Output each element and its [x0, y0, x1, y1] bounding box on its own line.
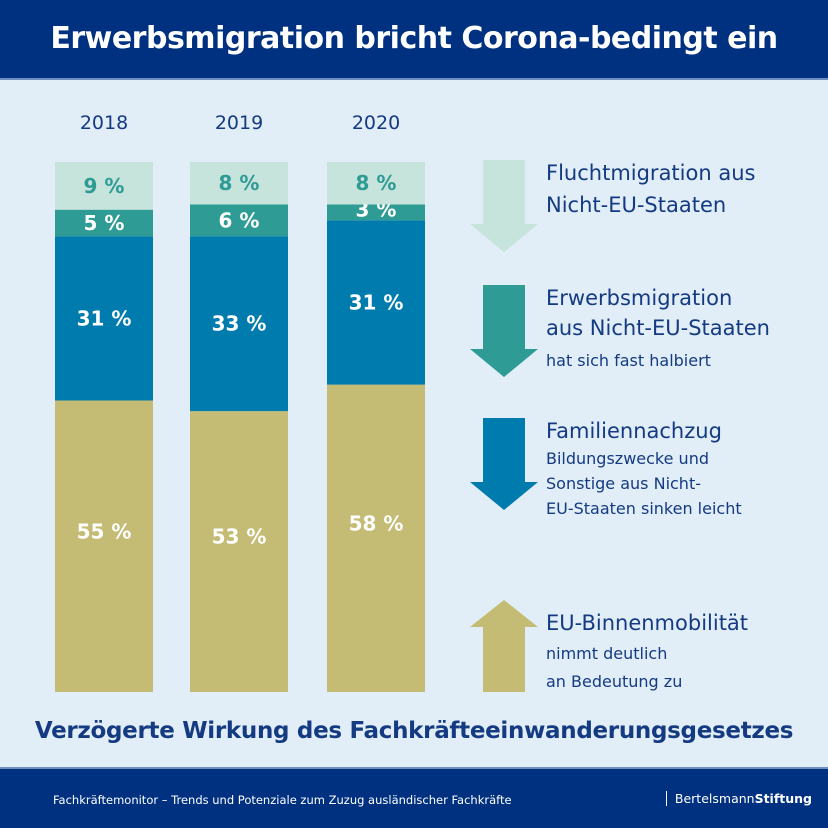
brand-name-bold: Stiftung — [754, 791, 812, 806]
legend-subtext: an Bedeutung zu — [546, 672, 683, 691]
arrow-up-icon — [470, 600, 538, 692]
bar-segment-2019-2 — [190, 204, 288, 237]
legend-subtext: EU-Staaten sinken leicht — [546, 499, 742, 518]
bar-value-label: 6 % — [219, 208, 260, 232]
year-label-2020: 2020 — [351, 112, 401, 134]
bar-segment-2018-3 — [55, 162, 153, 210]
chart-subtitle: Verzögerte Wirkung des Fachkräfteeinwand… — [34, 718, 794, 744]
legend-title-line: Erwerbsmigration — [546, 286, 733, 310]
page-title: Erwerbsmigration bricht Corona-bedingt e… — [50, 21, 778, 56]
footer-divider — [0, 767, 828, 769]
legend-title-line: Fluchtmigration aus — [546, 161, 756, 185]
legend-subtext: hat sich fast halbiert — [546, 351, 711, 370]
bar-value-label: 5 % — [84, 211, 125, 235]
year-label-2018: 2018 — [79, 112, 129, 134]
bar-segment-2018-0 — [55, 400, 153, 692]
bar-value-label: 9 % — [84, 174, 125, 198]
bar-segment-2019-0 — [190, 411, 288, 692]
legend-title-line: aus Nicht-EU-Staaten — [546, 316, 770, 340]
legend-item-erwerb: Erwerbsmigration aus Nicht-EU-Staaten ha… — [470, 285, 820, 385]
header-divider — [0, 78, 828, 80]
legend-item-flucht: Fluchtmigration aus Nicht-EU-Staaten — [470, 160, 820, 260]
bar-value-label: 8 % — [219, 171, 260, 195]
bar-value-label: 58 % — [349, 511, 404, 535]
brand-name-light: Bertelsmann — [674, 791, 755, 806]
bar-value-label: 31 % — [349, 290, 404, 314]
bar-segment-2019-1 — [190, 236, 288, 412]
bar-segment-2020-0 — [327, 384, 425, 692]
bar-value-label: 8 % — [356, 171, 397, 195]
bar-segment-2018-1 — [55, 236, 153, 401]
footer-bar: Fachkräftemonitor – Trends und Potenzial… — [0, 769, 828, 828]
bar-segment-2019-3 — [190, 162, 288, 205]
footer-source-text: Fachkräftemonitor – Trends und Potenzial… — [53, 793, 512, 807]
legend-item-eu: EU-Binnenmobilität nimmt deutlich an Bed… — [470, 600, 820, 695]
bar-segment-2020-2 — [327, 204, 425, 221]
bar-segment-2020-1 — [327, 220, 425, 385]
legend-subtext: Bildungszwecke und — [546, 449, 709, 468]
stacked-bar-chart: 55 %31 %5 %9 %53 %33 %6 %8 %58 %31 %3 %8… — [55, 162, 425, 692]
bar-value-label: 31 % — [77, 306, 132, 330]
bar-value-label: 33 % — [212, 312, 267, 336]
arrow-down-icon — [470, 418, 538, 510]
bar-segment-2018-2 — [55, 209, 153, 237]
bar-value-label: 53 % — [212, 525, 267, 549]
arrow-down-icon — [470, 285, 538, 377]
legend-title-line: EU-Binnenmobilität — [546, 611, 749, 635]
legend-title-line: Nicht-EU-Staaten — [546, 193, 727, 217]
brand-logo: BertelsmannStiftung — [665, 791, 812, 806]
header-bar: Erwerbsmigration bricht Corona-bedingt e… — [0, 0, 828, 78]
legend-title-line: Familiennachzug — [546, 419, 722, 443]
legend-item-familie: Familiennachzug Bildungszwecke und Sonst… — [470, 418, 820, 518]
arrow-down-icon — [470, 160, 538, 252]
legend-subtext: Sonstige aus Nicht- — [546, 474, 701, 493]
year-label-2019: 2019 — [214, 112, 264, 134]
bar-segment-2020-3 — [327, 162, 425, 205]
bar-value-label: 55 % — [77, 519, 132, 543]
legend-subtext: nimmt deutlich — [546, 644, 668, 663]
